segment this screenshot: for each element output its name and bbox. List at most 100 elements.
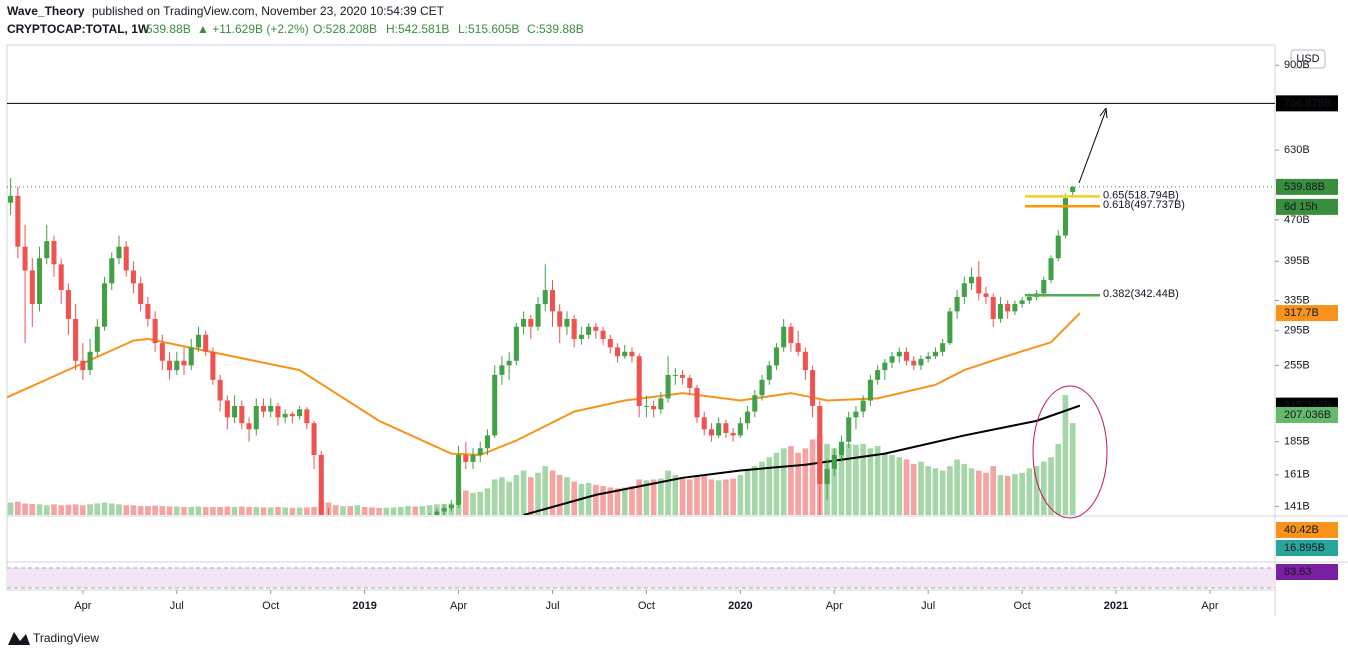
candle-body [73, 318, 79, 361]
volume-bar [412, 506, 419, 515]
candle-body [326, 517, 331, 545]
x-tick-label: Apr [74, 600, 91, 612]
candle-body [961, 283, 967, 297]
candle-body [456, 454, 462, 505]
close: C:539.88B [527, 22, 584, 36]
volume-bar [123, 505, 130, 515]
volume-bar [1026, 468, 1033, 515]
volume-bar [1040, 461, 1047, 515]
candle-body [701, 417, 707, 430]
volume-bar [462, 490, 469, 515]
volume-bar [571, 481, 577, 515]
candle-body [940, 343, 946, 352]
candle-body [65, 290, 71, 319]
candle-body [297, 409, 303, 417]
y-tick-label: 255B [1284, 359, 1310, 371]
volume-bar [708, 479, 715, 515]
indicator-tag-bg [1276, 522, 1338, 538]
open: O:528.208B [313, 22, 377, 36]
candle-body [44, 241, 50, 259]
candle-body [708, 429, 714, 436]
candle-body [918, 358, 924, 366]
volume-bar [520, 470, 527, 515]
candle-body [181, 360, 187, 366]
volume-bar [361, 507, 368, 515]
candle-body [752, 395, 758, 412]
volume-bar [137, 506, 144, 515]
candle-body [130, 270, 136, 284]
volume-bar [795, 452, 801, 515]
volume-bar [51, 504, 57, 515]
candle-body [969, 276, 975, 284]
volume-bar [15, 501, 21, 515]
volume-bar [506, 481, 512, 515]
candle-body [990, 296, 996, 319]
candle-body [304, 409, 310, 424]
candle-body [1026, 296, 1032, 301]
volume-bar [593, 484, 599, 515]
volume-bar [730, 478, 736, 515]
y-tick-label: 900B [1284, 59, 1310, 71]
candle-body [152, 318, 158, 344]
volume-bar [116, 504, 122, 515]
candle-body [781, 326, 787, 348]
candle-body [1041, 280, 1047, 294]
candle-body [766, 365, 772, 380]
candle-body [528, 318, 534, 327]
candle-body [51, 241, 57, 265]
fib-label: 0.65(518.794B) [1103, 189, 1179, 201]
volume-bar [1012, 474, 1018, 515]
volume-bar [202, 507, 209, 515]
candle-body [253, 406, 259, 430]
price-tag: 207.036B [1284, 409, 1331, 421]
volume-bar [58, 505, 65, 515]
volume-bar [585, 483, 592, 515]
y-tick-label: 141B [1284, 500, 1310, 512]
volume-bar [383, 507, 390, 515]
candle-body [947, 311, 953, 344]
volume-bar [231, 507, 238, 515]
candle-body [542, 290, 548, 305]
rsi-band [7, 568, 1275, 588]
candle-body [282, 413, 288, 418]
volume-bar [975, 470, 982, 515]
candle-body [384, 549, 389, 555]
volume-bar [173, 506, 180, 515]
volume-bar [1033, 466, 1040, 515]
indicator-tag-bg [1276, 540, 1338, 556]
countdown: 6d 15h [1284, 201, 1318, 213]
candle-body [434, 511, 440, 515]
candle-body [109, 258, 115, 284]
volume-bar [983, 472, 989, 515]
volume-bar [275, 507, 281, 515]
volume-bar [773, 452, 780, 515]
candle-body [607, 338, 613, 348]
x-tick-label: Jul [170, 600, 184, 612]
volume-bar [470, 492, 476, 515]
volume-bar [636, 479, 643, 515]
currency-box [1290, 49, 1326, 69]
volume-bar [1069, 422, 1076, 515]
volume-bar [405, 506, 411, 515]
volume-bar [947, 466, 953, 515]
volume-bar [1004, 475, 1011, 515]
symbol: CRYPTOCAP:TOTAL, 1W [7, 22, 150, 36]
candle-body [499, 365, 505, 375]
volume-bar [889, 455, 895, 515]
candle-body [535, 304, 541, 327]
volume-bar [600, 486, 606, 515]
moving-average [523, 404, 1081, 515]
volume-bar [744, 470, 751, 515]
brand-logo [8, 632, 30, 645]
volume-bar [267, 507, 274, 515]
volume-bar [80, 505, 86, 515]
volume-bar [354, 505, 361, 515]
volume-bar [130, 505, 137, 515]
volume-bar [210, 507, 216, 515]
candle-body [15, 195, 21, 247]
candle-body [159, 343, 165, 361]
volume-bar [723, 479, 729, 515]
x-tick-label: Apr [1201, 600, 1218, 612]
candle-body [614, 347, 621, 357]
volume-bar [376, 507, 382, 515]
